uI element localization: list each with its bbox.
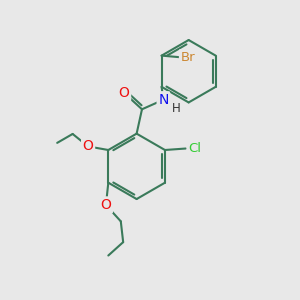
Text: O: O	[83, 140, 94, 153]
Text: H: H	[172, 102, 181, 115]
Text: N: N	[158, 93, 169, 107]
Text: Cl: Cl	[188, 142, 201, 155]
Text: Br: Br	[181, 51, 195, 64]
Text: O: O	[100, 198, 111, 212]
Text: O: O	[119, 86, 130, 100]
